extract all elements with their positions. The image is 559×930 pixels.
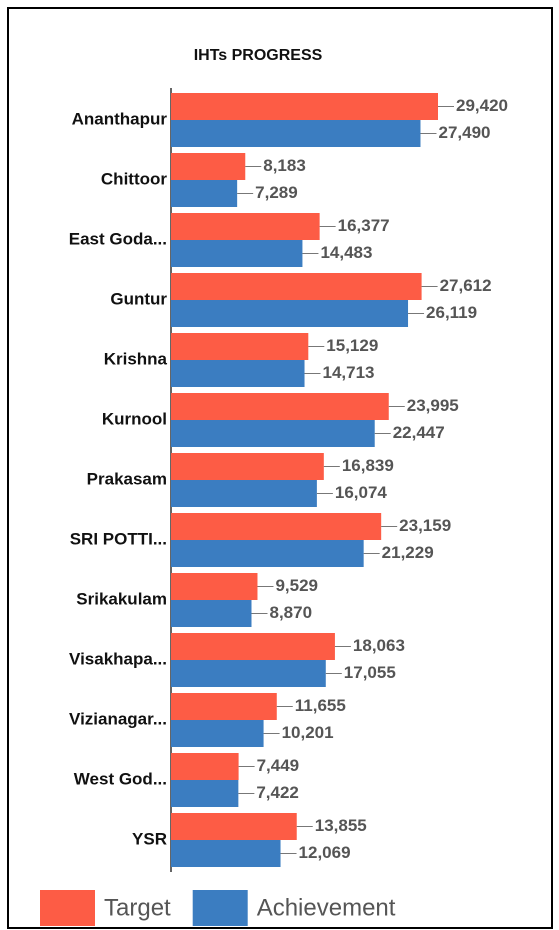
- category-label: SRI POTTI...: [70, 529, 167, 548]
- category-label: YSR: [132, 829, 167, 848]
- bar: [171, 660, 326, 687]
- legend-label: Target: [104, 894, 171, 921]
- bar: [171, 273, 422, 300]
- value-label: 11,655: [295, 696, 346, 715]
- value-label: 27,490: [438, 123, 490, 142]
- bar: [171, 240, 303, 267]
- value-label: 18,063: [353, 636, 405, 655]
- value-label: 27,612: [440, 276, 492, 295]
- bar: [171, 573, 258, 600]
- category-label: Visakhapa...: [69, 649, 167, 668]
- bar: [171, 513, 382, 540]
- bar: [171, 480, 317, 507]
- bar: [171, 453, 324, 480]
- bar: [171, 393, 389, 420]
- bar: [171, 633, 335, 660]
- category-label: West God...: [74, 769, 167, 788]
- category-label: Vizianagar...: [69, 709, 167, 728]
- bar: [171, 693, 277, 720]
- bar: [171, 120, 421, 147]
- value-label: 12,069: [299, 843, 351, 862]
- value-label: 14,713: [323, 363, 375, 382]
- category-label: Kurnool: [102, 409, 167, 428]
- legend-swatch: [192, 890, 248, 926]
- value-label: 26,119: [426, 303, 477, 322]
- category-label: Krishna: [104, 349, 168, 368]
- bar: [171, 720, 264, 747]
- value-label: 8,870: [269, 603, 312, 622]
- bar: [171, 213, 320, 240]
- chart-title: IHTs PROGRESS: [194, 47, 323, 64]
- bar: [171, 753, 239, 780]
- bar: [171, 93, 438, 120]
- value-label: 16,074: [335, 483, 388, 502]
- category-label: Srikakulam: [76, 589, 167, 608]
- category-label: Guntur: [110, 289, 167, 308]
- value-label: 16,377: [338, 216, 390, 235]
- bar: [171, 813, 297, 840]
- value-label: 13,855: [315, 816, 367, 835]
- value-label: 8,183: [263, 156, 306, 175]
- value-label: 7,289: [255, 183, 298, 202]
- value-label: 15,129: [326, 336, 378, 355]
- bar: [171, 540, 364, 567]
- bar: [171, 360, 305, 387]
- value-label: 7,422: [256, 783, 299, 802]
- value-label: 7,449: [257, 756, 300, 775]
- value-label: 9,529: [275, 576, 318, 595]
- value-label: 29,420: [456, 96, 508, 115]
- bar: [171, 180, 238, 207]
- category-label: Prakasam: [87, 469, 167, 488]
- bar: [171, 333, 309, 360]
- legend-label: Achievement: [257, 894, 396, 921]
- value-label: 21,229: [382, 543, 434, 562]
- value-label: 22,447: [393, 423, 445, 442]
- bar: [171, 840, 281, 867]
- bar: [171, 420, 375, 447]
- value-label: 23,995: [407, 396, 459, 415]
- category-label: East Goda...: [69, 229, 167, 248]
- value-label: 17,055: [344, 663, 396, 682]
- value-label: 23,159: [399, 516, 451, 535]
- value-label: 14,483: [320, 243, 372, 262]
- category-label: Ananthapur: [72, 109, 168, 128]
- value-label: 10,201: [282, 723, 334, 742]
- bar: [171, 153, 246, 180]
- bar: [171, 300, 409, 327]
- value-label: 16,839: [342, 456, 394, 475]
- bar: [171, 780, 239, 807]
- category-label: Chittoor: [101, 169, 167, 188]
- legend-swatch: [40, 890, 95, 926]
- bar: [171, 600, 252, 627]
